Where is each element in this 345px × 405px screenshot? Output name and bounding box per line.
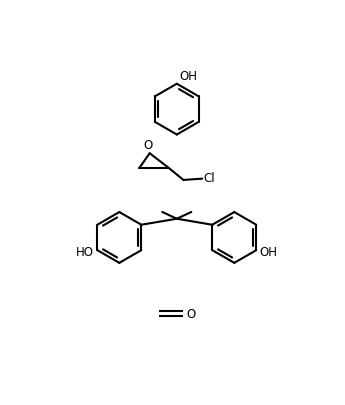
- Text: OH: OH: [259, 245, 277, 258]
- Text: OH: OH: [179, 70, 197, 83]
- Text: O: O: [144, 138, 153, 151]
- Text: HO: HO: [76, 245, 94, 258]
- Text: O: O: [186, 307, 195, 320]
- Text: Cl: Cl: [204, 171, 215, 184]
